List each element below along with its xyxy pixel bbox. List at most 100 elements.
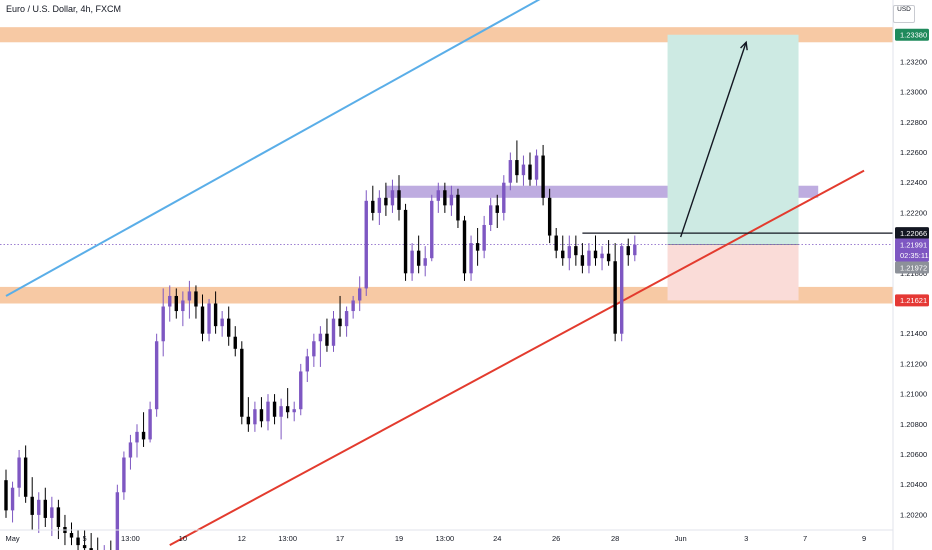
candle-body <box>318 333 323 342</box>
candle-body <box>135 431 139 443</box>
candle-body <box>115 492 120 550</box>
candle-body <box>240 348 244 417</box>
price-tick-label: 1.20200 <box>900 510 927 519</box>
candle <box>371 185 375 221</box>
candle <box>613 243 617 342</box>
candle <box>430 194 434 262</box>
candle <box>325 318 329 352</box>
time-axis[interactable]: May 5 13:00 10 12 13:00 17 19 13:00 24 26 28 Jun 3 7 9 <box>5 534 866 543</box>
candle-body <box>279 406 283 417</box>
candle-body <box>89 548 93 550</box>
candle-body <box>259 409 264 422</box>
candle-body <box>403 209 408 274</box>
target-arrow-line <box>679 42 747 238</box>
candle <box>148 401 152 443</box>
candle-body <box>613 261 617 334</box>
candle <box>331 311 336 352</box>
time-tick-label: 17 <box>336 534 344 543</box>
candle-body <box>633 244 637 256</box>
candle <box>390 179 395 213</box>
candle-body <box>397 190 401 210</box>
candle-body <box>69 533 74 538</box>
price-tick-label: 1.22200 <box>900 208 927 217</box>
candle <box>495 194 499 229</box>
candle <box>82 530 87 550</box>
resistance-price-tag-bg <box>895 227 929 240</box>
candle <box>141 412 146 447</box>
price-tick-label: 1.23000 <box>900 88 927 97</box>
candle <box>233 326 237 357</box>
candle-body <box>508 160 513 183</box>
candle-body <box>344 311 349 327</box>
candle-body <box>207 303 211 334</box>
candle <box>364 190 368 296</box>
candle <box>443 182 447 213</box>
candle-body <box>253 409 257 425</box>
time-tick-label: 5 <box>83 534 87 543</box>
time-tick-label: 7 <box>803 534 807 543</box>
candle-body <box>521 164 526 176</box>
candle <box>69 522 74 546</box>
candle-body <box>443 190 447 206</box>
candle-body <box>312 341 316 357</box>
currency-badge-line2: USD <box>897 6 911 13</box>
candle-body <box>567 246 571 259</box>
candle <box>305 348 309 383</box>
candle-body <box>606 253 611 262</box>
candle <box>279 398 283 440</box>
candle-body <box>10 487 15 511</box>
candle-body <box>593 250 598 259</box>
target-price-tag-bg <box>895 28 929 41</box>
candle <box>416 235 421 274</box>
candle <box>285 388 290 419</box>
candle <box>30 477 34 530</box>
time-tick-label: 13:00 <box>278 534 297 543</box>
candle <box>187 280 192 319</box>
candle <box>436 182 440 213</box>
time-tick-label: 13:00 <box>121 534 140 543</box>
candle <box>4 469 8 518</box>
candle <box>403 203 408 281</box>
candle <box>312 333 316 367</box>
candle <box>122 451 126 500</box>
candle-body <box>266 401 270 422</box>
currency-badge[interactable]: USD <box>893 5 915 23</box>
candle-body <box>43 499 47 518</box>
candle <box>161 288 165 357</box>
stop-zone <box>667 244 799 301</box>
candle-body <box>358 288 362 301</box>
candle-body <box>600 253 604 259</box>
candle-body <box>4 480 8 511</box>
stop-price-tag-bg <box>895 294 929 307</box>
candle-body <box>371 200 375 213</box>
candle-body <box>305 356 309 372</box>
candle-body <box>390 190 395 206</box>
price-tick-label: 1.20400 <box>900 480 927 489</box>
price-tick-label: 1.21000 <box>900 390 927 399</box>
upper-trendline <box>5 0 541 297</box>
candle-body <box>495 205 499 213</box>
time-tick-label: 28 <box>611 534 619 543</box>
candle-body <box>200 306 205 334</box>
candle-body <box>30 496 34 515</box>
candle <box>272 394 277 425</box>
candle <box>292 401 296 422</box>
candle-body <box>292 409 296 413</box>
candle-body <box>364 200 368 289</box>
candle-body <box>220 318 224 327</box>
candle-body <box>148 409 152 440</box>
candle <box>37 492 41 534</box>
candle <box>561 235 565 266</box>
candle <box>515 140 519 183</box>
candle <box>135 424 139 458</box>
candle-body <box>489 205 493 225</box>
candle-body <box>187 291 192 301</box>
candle <box>299 363 303 416</box>
candle-body <box>213 303 218 327</box>
candle-body <box>587 250 591 266</box>
candle <box>377 190 382 225</box>
candle <box>338 295 342 337</box>
lower-trendline <box>169 169 865 546</box>
candle-body <box>17 457 21 488</box>
